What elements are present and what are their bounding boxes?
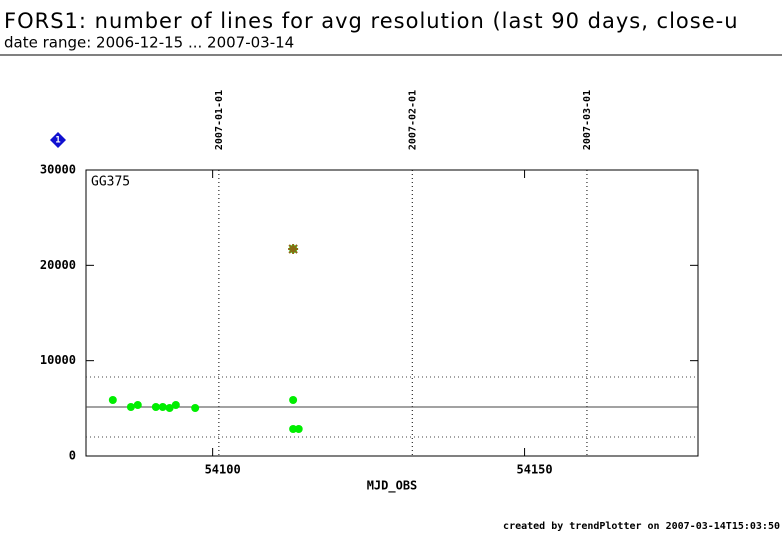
point xyxy=(191,403,200,412)
point xyxy=(108,396,117,405)
footer: created by trendPlotter on 2007-03-14T15… xyxy=(503,521,780,532)
y-tick-label: 10000 xyxy=(40,353,76,367)
plot-frame xyxy=(85,169,699,457)
point xyxy=(158,402,167,411)
x-tick-label: 54100 xyxy=(205,463,241,477)
point xyxy=(151,402,160,411)
badge-text: 1 xyxy=(55,136,60,146)
point xyxy=(288,244,299,255)
chart-title: FORS1: number of lines for avg resolutio… xyxy=(4,9,739,33)
y-tick-label: 30000 xyxy=(40,163,76,177)
point xyxy=(133,400,142,409)
badge-icon xyxy=(50,132,66,148)
date-label: 2007-01-01 xyxy=(214,90,225,150)
date-label: 2007-03-01 xyxy=(582,90,593,150)
x-tick-label: 54150 xyxy=(517,463,553,477)
date-label: 2007-02-01 xyxy=(407,90,418,150)
point xyxy=(289,396,298,405)
y-tick-label: 20000 xyxy=(40,258,76,272)
panel-label: GG375 xyxy=(91,175,130,190)
point xyxy=(289,425,298,434)
point xyxy=(294,425,303,434)
point xyxy=(126,402,135,411)
y-tick-label: 0 xyxy=(69,449,76,463)
chart-subtitle: date range: 2006-12-15 ... 2007-03-14 xyxy=(4,34,294,52)
point xyxy=(165,403,174,412)
badge: 1 xyxy=(50,132,66,148)
point xyxy=(171,400,180,409)
x-axis-label: MJD_OBS xyxy=(367,479,418,494)
